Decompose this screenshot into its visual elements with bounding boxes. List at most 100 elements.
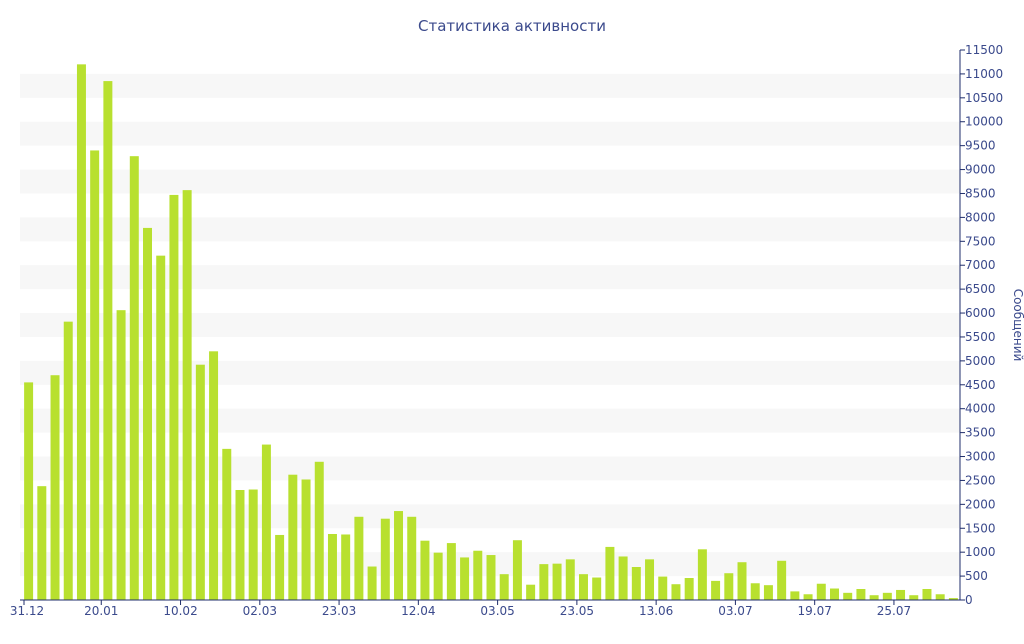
x-tick-label: 23.05 <box>560 604 594 618</box>
y-tick-label: 0 <box>965 593 973 607</box>
bar <box>341 534 350 600</box>
y-tick-label: 4000 <box>965 402 996 416</box>
bar <box>804 594 813 600</box>
x-tick-label: 13.06 <box>639 604 673 618</box>
bar <box>222 449 231 600</box>
bar <box>764 585 773 600</box>
y-tick-label: 7000 <box>965 258 996 272</box>
bar <box>77 64 86 600</box>
bar <box>354 517 363 600</box>
y-tick-label: 11000 <box>965 67 1003 81</box>
y-tick-label: 3000 <box>965 450 996 464</box>
bar <box>751 583 760 600</box>
bar <box>487 555 496 600</box>
bar <box>460 557 469 600</box>
grid-band <box>20 170 960 194</box>
bar <box>381 519 390 600</box>
bar <box>724 573 733 600</box>
y-tick-label: 2000 <box>965 497 996 511</box>
bar <box>566 559 575 600</box>
bar <box>394 511 403 600</box>
y-tick-label: 10000 <box>965 115 1003 129</box>
bar <box>288 475 297 600</box>
x-tick-label: 02.03 <box>243 604 277 618</box>
bar <box>117 310 126 600</box>
bar <box>698 549 707 600</box>
bar <box>579 574 588 600</box>
bar <box>671 584 680 600</box>
bar <box>605 547 614 600</box>
bar <box>103 81 112 600</box>
bar <box>130 156 139 600</box>
grid-band <box>20 74 960 98</box>
bar <box>143 228 152 600</box>
y-tick-label: 3500 <box>965 426 996 440</box>
x-tick-label: 19.07 <box>797 604 831 618</box>
bar <box>420 541 429 600</box>
bar <box>196 365 205 600</box>
bar <box>249 490 258 600</box>
x-tick-label: 12.04 <box>401 604 435 618</box>
bar <box>632 567 641 600</box>
bar <box>513 540 522 600</box>
bar <box>658 577 667 600</box>
x-tick-label: 25.07 <box>877 604 911 618</box>
bar <box>183 190 192 600</box>
bar <box>407 517 416 600</box>
y-tick-label: 9500 <box>965 139 996 153</box>
x-tick-label: 23.03 <box>322 604 356 618</box>
bar <box>870 595 879 600</box>
bar <box>156 256 165 600</box>
y-tick-label: 10500 <box>965 91 1003 105</box>
y-tick-label: 9000 <box>965 163 996 177</box>
bar <box>275 535 284 600</box>
x-tick-label: 31.12 <box>10 604 44 618</box>
y-axis-label: Сообщений <box>1011 289 1024 362</box>
bar <box>922 589 931 600</box>
bar <box>909 595 918 600</box>
bar <box>645 559 654 600</box>
bar <box>526 585 535 600</box>
bar <box>936 594 945 600</box>
bar <box>856 589 865 600</box>
y-tick-label: 7500 <box>965 234 996 248</box>
bar <box>328 534 337 600</box>
bar <box>24 382 33 600</box>
bar <box>262 445 271 600</box>
bar <box>447 543 456 600</box>
bar <box>592 578 601 600</box>
y-tick-label: 2500 <box>965 473 996 487</box>
bar <box>790 591 799 600</box>
bar <box>553 564 562 600</box>
bar <box>738 562 747 600</box>
bar <box>883 593 892 600</box>
y-axis-ticks: 0 500 1000 1500 2000 2500 3000 3500 4000 4500 5000… <box>960 43 1003 607</box>
y-tick-label: 5000 <box>965 354 996 368</box>
y-tick-label: 6000 <box>965 306 996 320</box>
bar <box>817 584 826 600</box>
bar <box>302 479 311 600</box>
bar <box>777 561 786 600</box>
bar <box>368 567 377 600</box>
bar <box>619 556 628 600</box>
y-tick-label: 11500 <box>965 43 1003 57</box>
bar <box>315 462 324 600</box>
y-tick-label: 1000 <box>965 545 996 559</box>
bar <box>539 564 548 600</box>
bar <box>169 195 178 600</box>
bar <box>843 593 852 600</box>
bar <box>711 581 720 600</box>
x-tick-label: 10.02 <box>163 604 197 618</box>
bar <box>37 486 46 600</box>
y-tick-label: 8000 <box>965 210 996 224</box>
bar <box>51 375 60 600</box>
bar <box>90 150 99 600</box>
bar <box>830 589 839 600</box>
y-tick-label: 6500 <box>965 282 996 296</box>
x-tick-label: 03.07 <box>718 604 752 618</box>
grid-band <box>20 122 960 146</box>
bar <box>500 574 509 600</box>
y-tick-label: 8500 <box>965 186 996 200</box>
